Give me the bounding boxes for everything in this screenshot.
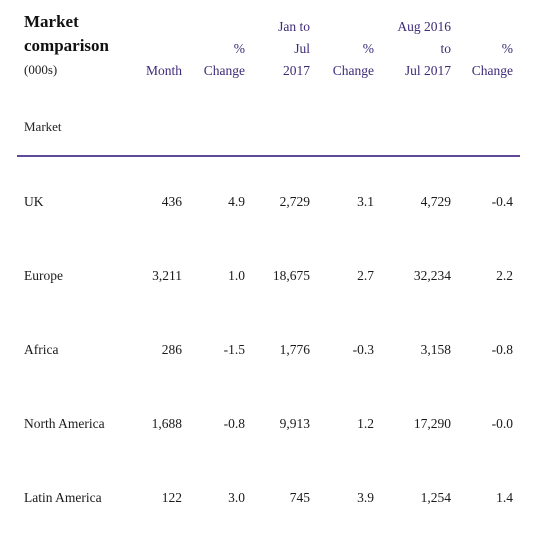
market-column-header: Market <box>24 119 62 134</box>
cell-rolling: 17,290 <box>413 416 451 431</box>
table-row: Africa 286 -1.5 1,776 -0.3 3,158 -0.8 <box>0 342 539 364</box>
cell-month: 122 <box>161 490 182 505</box>
col-header-month-line-1: Month <box>145 63 182 78</box>
cell-month: 1,688 <box>151 416 182 431</box>
cell-month: 286 <box>161 342 182 357</box>
col-header-ytd-line-2: Jul <box>294 41 310 56</box>
cell-month-change: 4.9 <box>228 194 245 209</box>
cell-ytd-change: 3.9 <box>357 490 374 505</box>
row-market-name: Europe <box>24 268 63 283</box>
cell-rolling: 1,254 <box>420 490 451 505</box>
col-header-month: Month <box>146 60 182 82</box>
col-header-rolling-line-1: Aug 2016 <box>397 19 451 34</box>
cell-ytd: 18,675 <box>272 268 310 283</box>
title-line-1: Market <box>24 12 79 31</box>
col-header-rolling-line-3: Jul 2017 <box>404 63 451 78</box>
col-header-ytd-change-line-1: % <box>362 41 374 56</box>
table-title: Market comparison <box>24 10 109 58</box>
table-row: UK 436 4.9 2,729 3.1 4,729 -0.4 <box>0 194 539 216</box>
col-header-rolling-change: % Change <box>472 38 513 82</box>
col-header-ytd-line-1: Jan to <box>278 19 310 34</box>
cell-rolling: 32,234 <box>413 268 451 283</box>
cell-ytd: 1,776 <box>279 342 310 357</box>
col-header-month-change-line-2: Change <box>203 63 245 78</box>
cell-ytd-change: 2.7 <box>357 268 374 283</box>
cell-ytd-change: 3.1 <box>357 194 374 209</box>
cell-rolling-change: 2.2 <box>496 268 513 283</box>
col-header-ytd-line-3: 2017 <box>283 63 310 78</box>
col-header-rolling-line-2: to <box>440 41 451 56</box>
cell-ytd-change: -0.3 <box>352 342 374 357</box>
cell-month-change: -1.5 <box>223 342 245 357</box>
col-header-rolling-change-line-1: % <box>501 41 513 56</box>
header-divider <box>17 155 520 157</box>
col-header-month-change-line-1: % <box>233 41 245 56</box>
title-line-2: comparison <box>24 36 109 55</box>
cell-rolling: 4,729 <box>420 194 451 209</box>
row-market-name: North America <box>24 416 105 431</box>
table-row: North America 1,688 -0.8 9,913 1.2 17,29… <box>0 416 539 438</box>
cell-rolling-change: -0.0 <box>491 416 513 431</box>
row-market-name: UK <box>24 194 44 209</box>
cell-rolling-change: 1.4 <box>496 490 513 505</box>
cell-rolling-change: -0.8 <box>491 342 513 357</box>
cell-month: 436 <box>161 194 182 209</box>
table-row: Latin America 122 3.0 745 3.9 1,254 1.4 <box>0 490 539 512</box>
cell-ytd: 9,913 <box>279 416 310 431</box>
col-header-ytd-change-line-2: Change <box>332 63 374 78</box>
cell-rolling-change: -0.4 <box>491 194 513 209</box>
cell-ytd: 745 <box>289 490 310 505</box>
cell-month-change: -0.8 <box>223 416 245 431</box>
cell-month: 3,211 <box>152 268 182 283</box>
units-label: (000s) <box>24 62 58 77</box>
table-row: Europe 3,211 1.0 18,675 2.7 32,234 2.2 <box>0 268 539 290</box>
cell-rolling: 3,158 <box>420 342 451 357</box>
col-header-ytd-change: % Change <box>333 38 374 82</box>
cell-ytd: 2,729 <box>279 194 310 209</box>
col-header-rolling-change-line-2: Change <box>471 63 513 78</box>
cell-month-change: 3.0 <box>228 490 245 505</box>
col-header-ytd: Jan to Jul 2017 <box>278 16 310 82</box>
cell-ytd-change: 1.2 <box>357 416 374 431</box>
cell-month-change: 1.0 <box>228 268 245 283</box>
row-market-name: Latin America <box>24 490 102 505</box>
col-header-month-change: % Change <box>204 38 245 82</box>
row-market-name: Africa <box>24 342 59 357</box>
col-header-rolling: Aug 2016 to Jul 2017 <box>397 16 451 82</box>
